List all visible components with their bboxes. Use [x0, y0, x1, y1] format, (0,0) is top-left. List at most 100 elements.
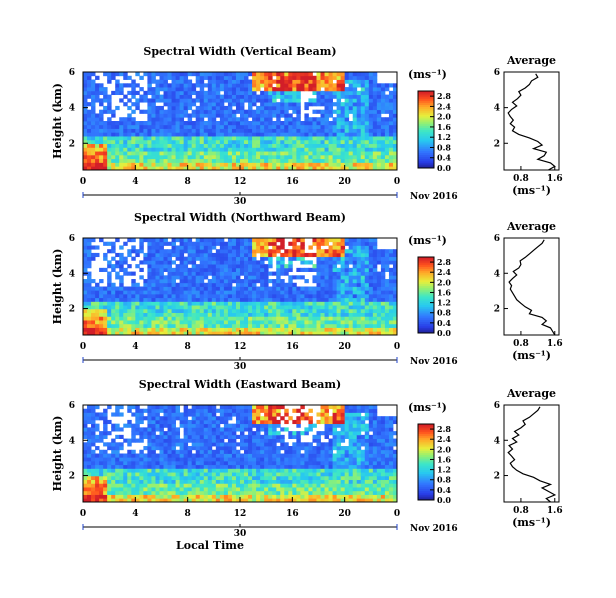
heatmap-cell — [340, 249, 346, 254]
heatmap-cell — [159, 282, 164, 287]
heatmap-cell — [111, 457, 116, 462]
heatmap-cell — [320, 316, 325, 321]
heatmap-cell — [215, 151, 221, 156]
heatmap-cell — [376, 98, 382, 103]
heatmap-cell — [167, 323, 172, 328]
heatmap-cell — [191, 487, 197, 492]
heatmap-cell — [223, 442, 229, 447]
heatmap-cell — [364, 260, 370, 265]
heatmap-cell — [227, 412, 233, 417]
heatmap-cell — [316, 271, 321, 276]
heatmap-cell — [352, 271, 358, 276]
heatmap-cell — [292, 136, 297, 141]
heatmap-cell — [119, 472, 124, 477]
heatmap-cell — [131, 479, 136, 484]
heatmap-cell — [268, 316, 273, 321]
heatmap-cell — [320, 252, 325, 258]
heatmap-cell — [324, 264, 329, 269]
heatmap-cell — [143, 158, 148, 163]
heatmap-cell — [147, 117, 152, 122]
heatmap-cell — [388, 83, 394, 88]
heatmap-cell — [256, 151, 261, 156]
heatmap-cell — [392, 109, 398, 114]
heatmap-cell — [340, 271, 346, 276]
heatmap-cell — [348, 79, 354, 84]
heatmap-cell — [127, 331, 132, 336]
heatmap-cell — [163, 143, 168, 148]
heatmap-cell — [292, 297, 297, 302]
heatmap-cell — [384, 158, 390, 163]
heatmap-cell — [227, 124, 233, 129]
heatmap-cell — [272, 90, 277, 96]
heatmap-cell — [272, 139, 277, 145]
heatmap-cell — [292, 87, 297, 92]
heatmap-cell — [252, 113, 257, 118]
heatmap-cell — [139, 286, 144, 291]
heatmap-cell — [252, 256, 257, 261]
heatmap-cell — [191, 479, 197, 484]
heatmap-cell — [171, 449, 176, 454]
heatmap-cell — [332, 279, 338, 284]
heatmap-cell — [199, 320, 205, 325]
heatmap-cell — [191, 286, 197, 291]
heatmap-cell — [175, 297, 181, 302]
heatmap-cell — [151, 472, 156, 477]
heatmap-cell — [163, 483, 168, 488]
heatmap-cell — [248, 158, 253, 163]
heatmap-cell — [203, 460, 209, 466]
heatmap-cell — [256, 305, 261, 310]
heatmap-cell — [235, 449, 241, 454]
heatmap-cell — [111, 446, 116, 451]
heatmap-cell — [324, 252, 329, 258]
heatmap-cell — [219, 331, 225, 336]
heatmap-cell — [199, 162, 205, 167]
heatmap-cell — [392, 252, 398, 258]
heatmap-cell — [268, 490, 273, 495]
heatmap-cell — [360, 117, 366, 122]
heatmap-cell — [348, 166, 354, 171]
heatmap-cell — [207, 460, 213, 466]
heatmap-cell — [392, 331, 398, 336]
heatmap-cell — [211, 260, 217, 265]
heatmap-cell — [207, 498, 213, 503]
heatmap-cell — [292, 286, 297, 291]
colorbar-swatch — [418, 321, 434, 324]
heatmap-cell — [99, 312, 104, 317]
heatmap-cell — [256, 113, 261, 118]
heatmap-cell — [252, 449, 257, 454]
heatmap-cell — [191, 442, 197, 447]
heatmap-cell — [280, 139, 285, 145]
heatmap-cell — [91, 472, 96, 477]
heatmap-cell — [268, 427, 273, 432]
heatmap-cell — [199, 431, 205, 436]
heatmap-cell — [388, 308, 394, 314]
heatmap-cell — [260, 416, 265, 421]
heatmap-cell — [123, 297, 128, 302]
colorbar-tick-label: 2.4 — [437, 267, 451, 277]
heatmap-cell — [179, 147, 185, 152]
heatmap-cell — [207, 245, 213, 250]
heatmap-cell — [95, 117, 100, 122]
heatmap-cell — [252, 249, 257, 254]
heatmap-cell — [252, 241, 257, 246]
heatmap-cell — [264, 408, 269, 413]
heatmap-cell — [131, 434, 136, 439]
heatmap-cell — [223, 472, 229, 477]
heatmap-cell — [280, 113, 285, 118]
heatmap-cell — [91, 90, 96, 96]
colorbar-swatch — [418, 260, 434, 264]
heatmap-cell — [119, 279, 124, 284]
heatmap-cell — [115, 408, 120, 413]
heatmap-cell — [332, 323, 338, 328]
heatmap-cell — [244, 446, 249, 451]
heatmap-cell — [167, 94, 172, 99]
heatmap-cell — [87, 79, 92, 84]
heatmap-cell — [392, 166, 398, 171]
heatmap-cell — [328, 301, 333, 306]
heatmap-cell — [292, 139, 297, 145]
heatmap-cell — [115, 305, 120, 310]
heatmap-cell — [268, 162, 273, 167]
heatmap-cell — [244, 279, 249, 284]
heatmap-cell — [260, 147, 265, 152]
heatmap-cell — [163, 98, 168, 103]
